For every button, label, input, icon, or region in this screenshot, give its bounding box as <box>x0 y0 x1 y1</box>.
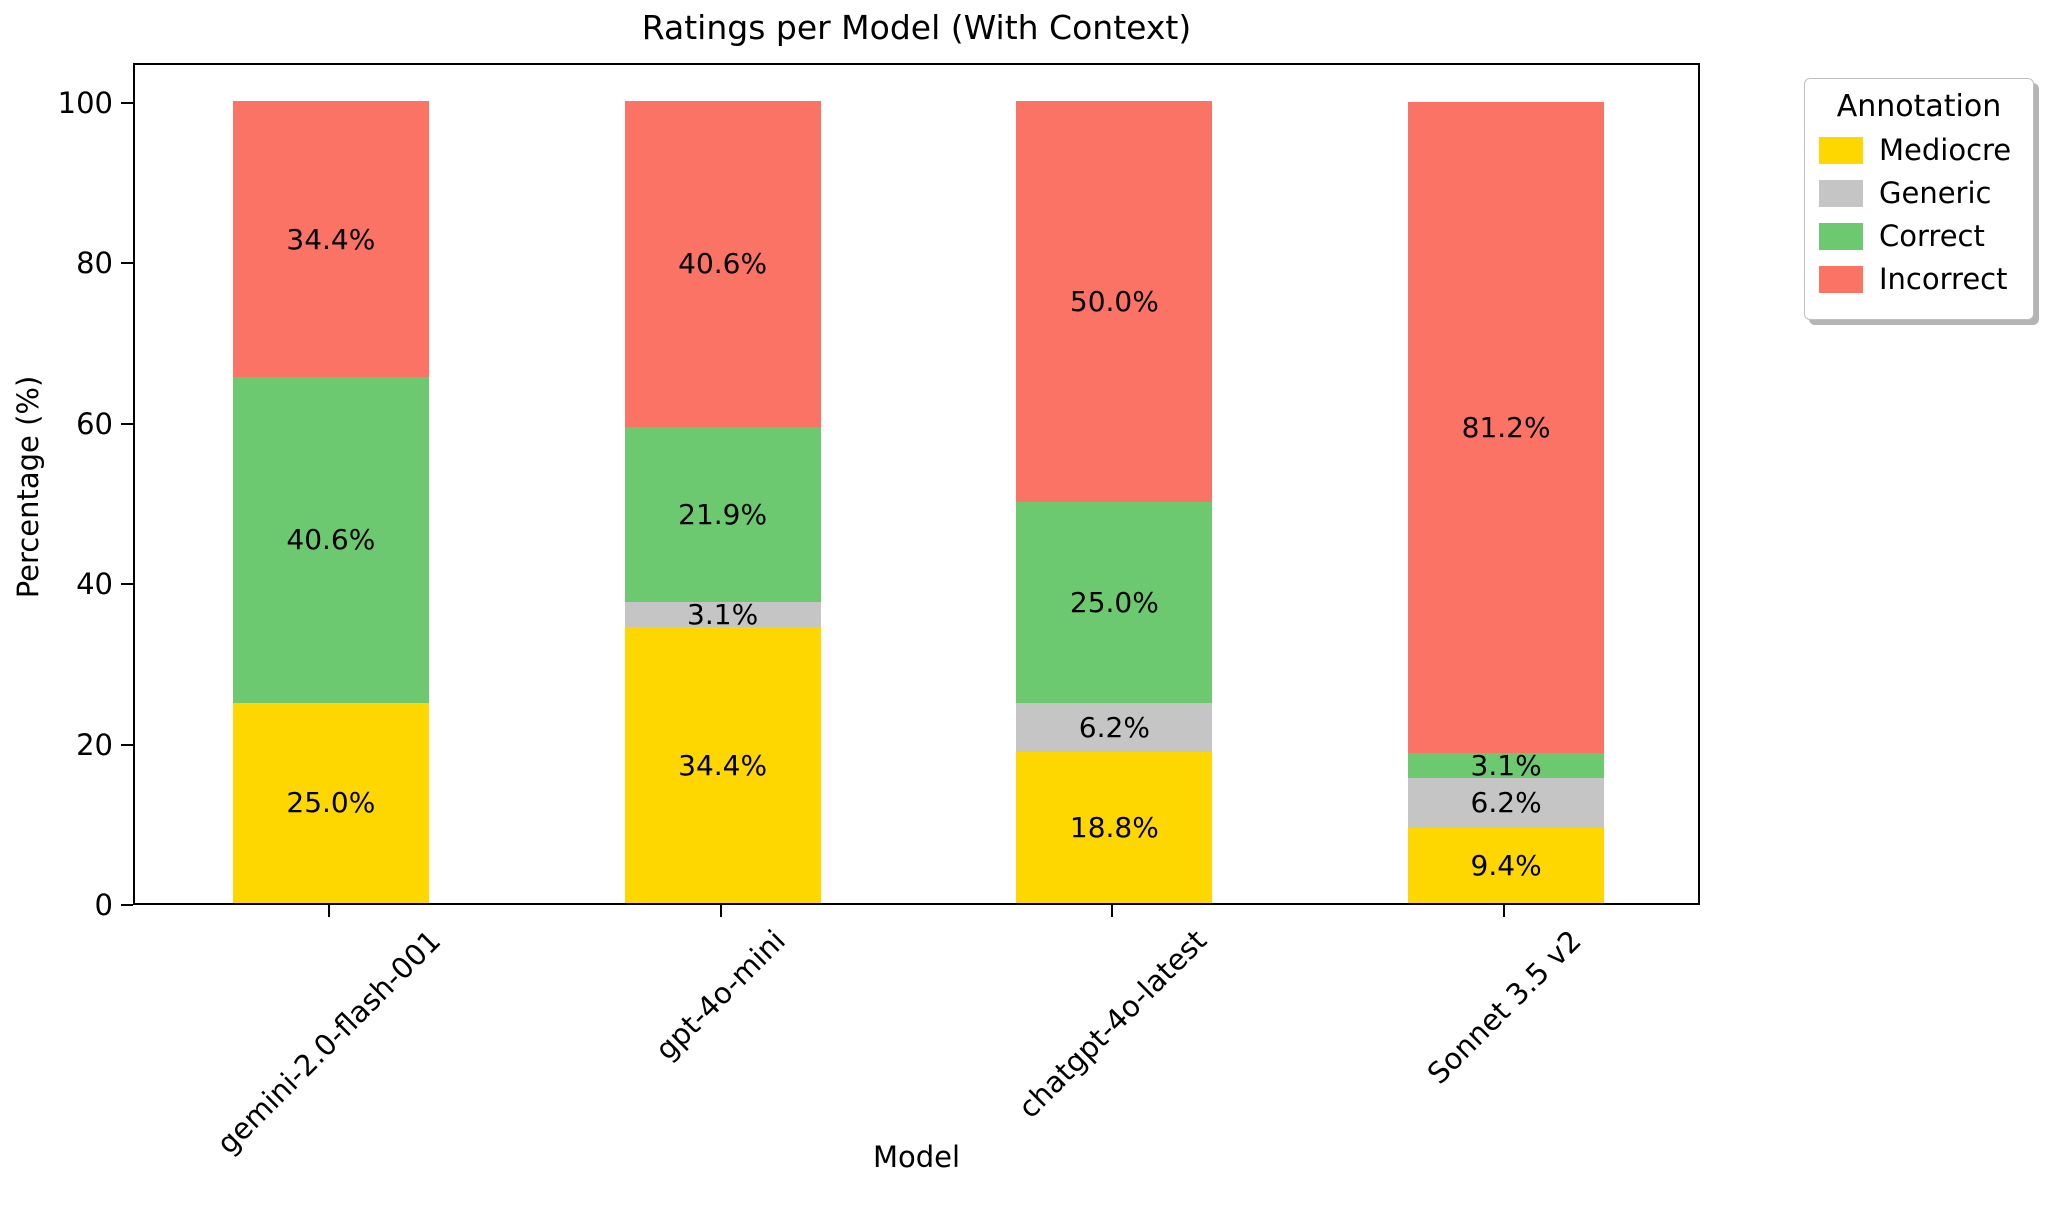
segment-value-label: 9.4% <box>1470 848 1542 882</box>
y-tick-mark <box>121 904 133 906</box>
segment-mediocre-chatgpt-4o-latest: 18.8% <box>1016 752 1213 903</box>
y-tick-label: 80 <box>76 246 113 281</box>
segment-generic-gpt-4o-mini: 3.1% <box>624 598 821 631</box>
y-tick-label: 40 <box>76 567 113 602</box>
segment-correct-Sonnet 3.5 v2: 3.1% <box>1408 749 1605 782</box>
segment-value-label: 50.0% <box>1069 285 1159 319</box>
segment-value-label: 81.2% <box>1461 411 1551 444</box>
segment-value-label: 6.2% <box>1078 710 1150 744</box>
segment-incorrect-chatgpt-4o-latest: 50.0% <box>1016 101 1213 503</box>
segment-correct-gemini-2.0-flash-001: 40.6% <box>232 376 429 703</box>
x-tick-mark <box>327 905 330 917</box>
y-tick-label: 20 <box>76 727 113 762</box>
legend-item-incorrect: Incorrect <box>1819 262 2019 296</box>
y-axis-title: Percentage (%) <box>11 375 45 599</box>
y-tick-mark <box>121 102 133 105</box>
segment-incorrect-gpt-4o-mini: 40.6% <box>624 101 821 427</box>
x-tick-label-chatgpt-4o-latest: chatgpt-4o-latest <box>1011 922 1214 1125</box>
segment-mediocre-gemini-2.0-flash-001: 25.0% <box>232 702 429 903</box>
legend-item-mediocre: Mediocre <box>1819 133 2019 167</box>
x-tick-label-Sonnet 3.5 v2: Sonnet 3.5 v2 <box>1420 922 1588 1091</box>
segment-value-label: 25.0% <box>286 786 376 820</box>
segment-value-label: 3.1% <box>687 598 759 632</box>
segment-mediocre-Sonnet 3.5 v2: 9.4% <box>1408 827 1605 903</box>
x-tick-mark <box>719 905 722 917</box>
legend-label: Incorrect <box>1879 262 2008 296</box>
legend-swatch-correct <box>1819 222 1863 250</box>
legend-title: Annotation <box>1836 89 2002 124</box>
bar-Sonnet 3.5 v2: 9.4% 6.2% 3.1% 81.2% <box>1408 101 1605 903</box>
legend-swatch-generic <box>1819 179 1863 207</box>
segment-generic-Sonnet 3.5 v2: 6.2% <box>1408 777 1605 828</box>
segment-mediocre-gpt-4o-mini: 34.4% <box>624 627 821 903</box>
bar-chatgpt-4o-latest: 18.8% 6.2% 25.0% 50.0% <box>1016 101 1213 903</box>
segment-correct-gpt-4o-mini: 21.9% <box>624 426 821 603</box>
x-tick-label-gpt-4o-mini: gpt-4o-mini <box>648 922 793 1067</box>
chart-title: Ratings per Model (With Context) <box>641 8 1192 47</box>
x-tick-mark <box>1503 905 1506 917</box>
y-tick-mark <box>121 743 133 746</box>
segment-generic-chatgpt-4o-latest: 6.2% <box>1016 702 1213 753</box>
y-tick-mark <box>121 422 133 425</box>
x-tick-label-gemini-2.0-flash-001: gemini-2.0-flash-001 <box>210 922 448 1161</box>
segment-value-label: 25.0% <box>1069 585 1159 619</box>
legend-items: Mediocre Generic Correct Incorrect <box>1819 133 2019 296</box>
y-tick-label: 100 <box>57 86 113 121</box>
segment-value-label: 34.4% <box>678 748 768 782</box>
bar-gemini-2.0-flash-001: 25.0% 40.6% 34.4% <box>232 101 429 903</box>
segment-value-label: 21.9% <box>678 498 768 531</box>
segment-incorrect-Sonnet 3.5 v2: 81.2% <box>1408 101 1605 754</box>
legend-swatch-incorrect <box>1819 265 1863 293</box>
segment-correct-chatgpt-4o-latest: 25.0% <box>1016 502 1213 703</box>
bar-gpt-4o-mini: 34.4% 3.1% 21.9% 40.6% <box>624 101 821 903</box>
legend: Annotation Mediocre Generic Correct Incorre… <box>1804 78 2034 320</box>
legend-label: Generic <box>1879 176 1992 210</box>
segment-value-label: 34.4% <box>286 222 376 256</box>
legend-item-correct: Correct <box>1819 219 2019 253</box>
y-tick-label: 0 <box>94 888 113 922</box>
segment-value-label: 18.8% <box>1069 811 1159 845</box>
x-axis-title: Model <box>872 1140 961 1174</box>
segment-incorrect-gemini-2.0-flash-001: 34.4% <box>232 101 429 377</box>
legend-label: Mediocre <box>1879 133 2012 167</box>
legend-swatch-mediocre <box>1819 136 1863 164</box>
plot-area: 25.0% 40.6% 34.4% 34.4% 3.1% 21.9% 40.6% 18.8% 6… <box>133 63 1700 905</box>
legend-label: Correct <box>1879 219 1985 253</box>
y-tick-label: 60 <box>76 406 113 441</box>
x-tick-mark <box>1111 905 1114 917</box>
segment-value-label: 40.6% <box>678 247 768 281</box>
legend-item-generic: Generic <box>1819 176 2019 210</box>
segment-value-label: 40.6% <box>286 523 376 557</box>
segment-value-label: 6.2% <box>1470 786 1542 820</box>
y-tick-mark <box>121 262 133 265</box>
y-tick-mark <box>121 583 133 586</box>
segment-value-label: 3.1% <box>1470 749 1542 782</box>
